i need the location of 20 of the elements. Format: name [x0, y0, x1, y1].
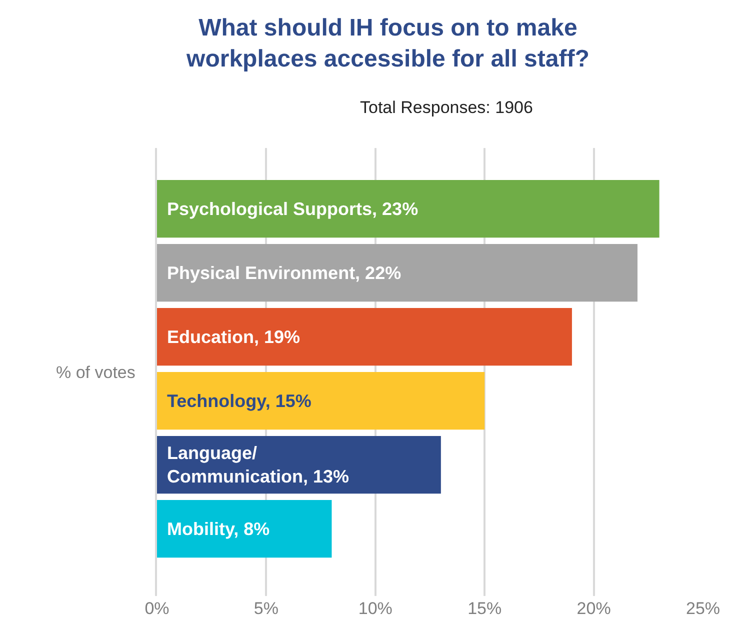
bar — [157, 308, 572, 366]
bar — [157, 244, 638, 302]
chart-subtitle: Total Responses: 1906 — [360, 98, 533, 117]
x-tick-label: 25% — [686, 599, 720, 618]
data-label: Physical Environment, 22% — [167, 263, 402, 283]
x-tick-label: 0% — [144, 599, 170, 618]
x-tick-label: 20% — [576, 599, 611, 618]
data-label: Mobility, 8% — [167, 519, 270, 539]
bar — [157, 500, 332, 558]
chart-title: What should IH focus on to make workplaces accessible for all staff? — [186, 14, 590, 72]
data-label: Education, 19% — [167, 327, 300, 347]
bar — [157, 180, 660, 238]
bar — [157, 372, 485, 430]
data-label: Technology, 15% — [167, 391, 312, 411]
x-tick-label: 5% — [254, 599, 278, 618]
y-axis-title: % of votes — [56, 363, 136, 382]
x-tick-label: 10% — [358, 599, 392, 618]
data-label: Language/ Communication, 13% — [167, 443, 350, 486]
data-label: Psychological Supports, 23% — [167, 199, 418, 219]
x-tick-label: 15% — [468, 599, 502, 618]
